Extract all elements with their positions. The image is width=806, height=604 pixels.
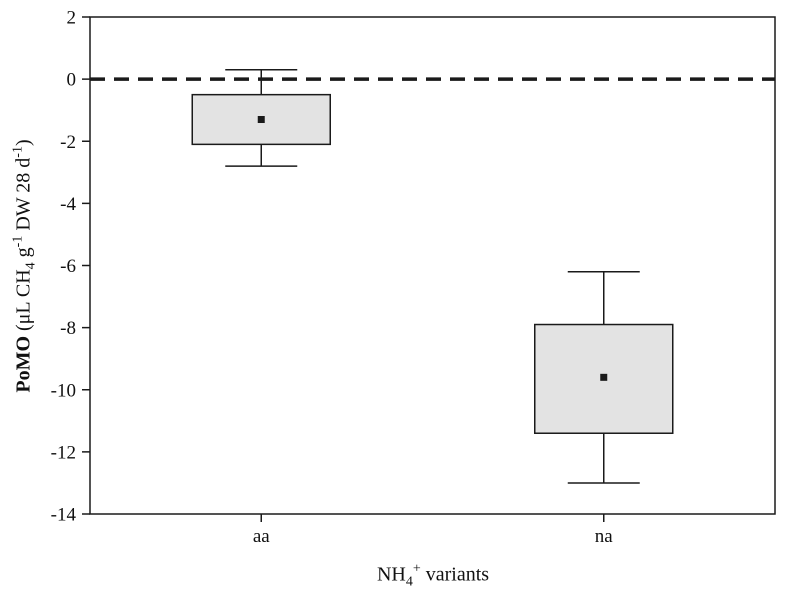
axis-label-segment: variants [420,563,490,586]
axis-label-segment: 4 [23,262,39,270]
axis-label-segment: + [412,561,421,577]
y-axis-label: PoMO (μL CH4 g-1 DW 28 d-1) [11,139,40,392]
axis-label-segment: NH [376,563,406,586]
axis-label-segment: g [12,247,35,263]
y-tick-label: 0 [67,70,77,91]
axis-label-segment: 4 [405,574,413,590]
y-tick-label: -12 [51,442,76,463]
x-tick-label: aa [253,526,270,547]
axis-label-segment: -1 [10,235,26,248]
axis-label-segment: -1 [10,146,26,158]
plot-frame [89,16,776,515]
mean-marker-aa [257,116,265,124]
y-tick-label: -2 [60,132,76,153]
y-tick-label: -6 [60,256,76,277]
axis-label-segment: PoMO [12,335,35,393]
axis-label-segment: (μL CH [12,269,35,336]
y-tick-label: -4 [60,194,76,215]
y-tick-label: -14 [51,505,77,526]
y-tick-label: 2 [67,8,77,29]
x-tick-label: na [595,526,614,547]
axis-label-segment: DW 28 d [12,157,35,236]
y-tick-label: -8 [60,318,76,339]
x-axis-label: NH4+ variants [377,562,489,591]
mean-marker-na [600,373,608,381]
axis-label-segment: ) [12,139,35,147]
y-tick-label: -10 [51,380,76,401]
